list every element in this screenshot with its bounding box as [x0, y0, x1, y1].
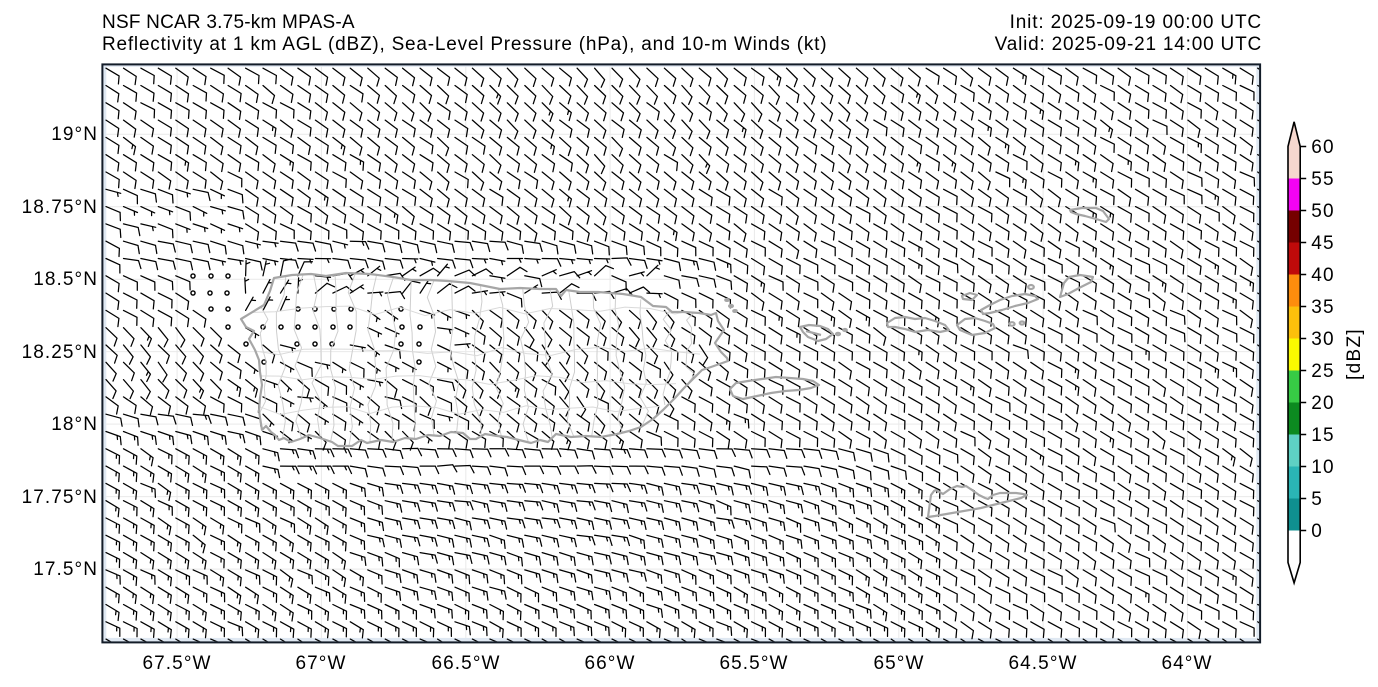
- svg-text:5: 5: [1311, 489, 1323, 510]
- svg-text:0: 0: [1311, 521, 1323, 542]
- svg-text:35: 35: [1311, 297, 1335, 318]
- svg-text:40: 40: [1311, 265, 1335, 286]
- svg-text:30: 30: [1311, 329, 1335, 350]
- svg-text:[dBZ]: [dBZ]: [1344, 328, 1365, 380]
- svg-text:15: 15: [1311, 425, 1335, 446]
- svg-text:60: 60: [1311, 137, 1335, 158]
- svg-text:20: 20: [1311, 393, 1335, 414]
- svg-text:55: 55: [1311, 169, 1335, 190]
- svg-text:25: 25: [1311, 361, 1335, 382]
- svg-text:10: 10: [1311, 457, 1335, 478]
- svg-text:50: 50: [1311, 201, 1335, 222]
- svg-text:45: 45: [1311, 233, 1335, 254]
